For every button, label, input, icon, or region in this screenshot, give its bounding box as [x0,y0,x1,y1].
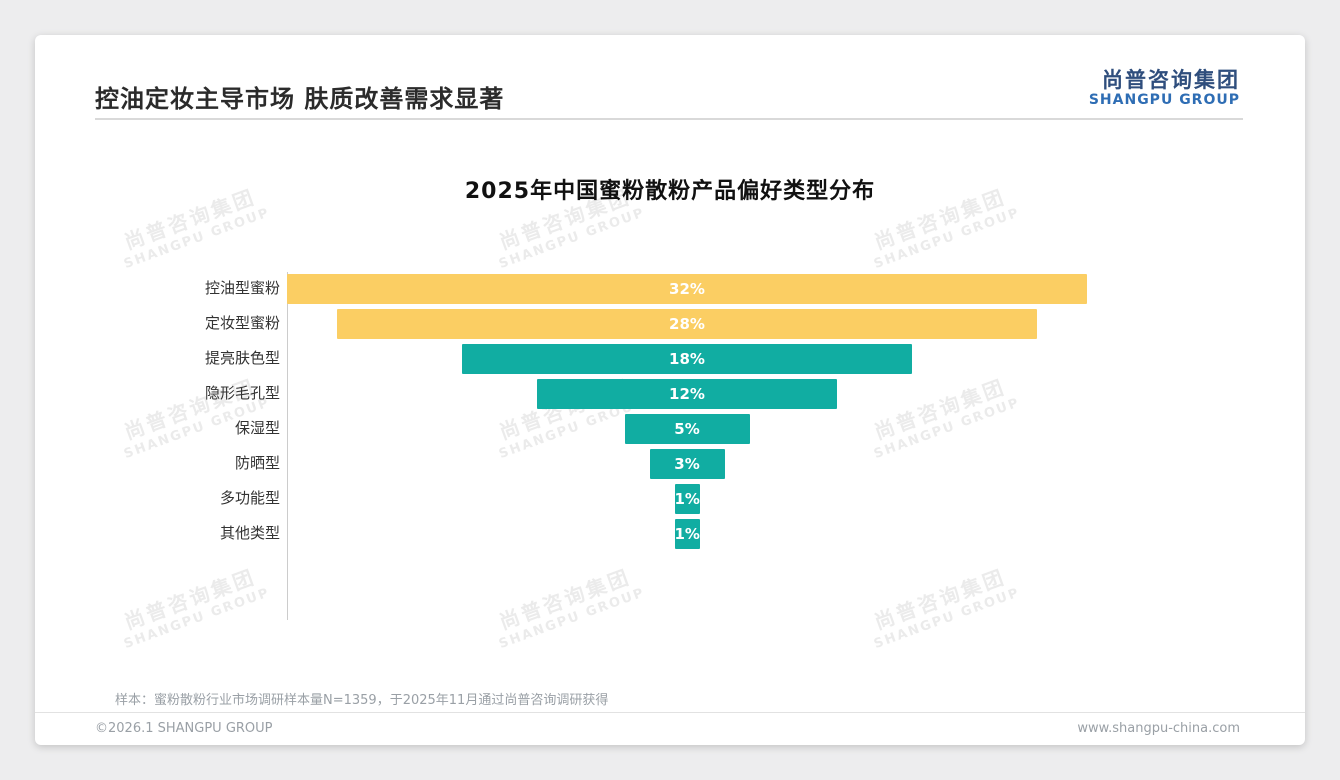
company-logo: 尚普咨询集团 SHANGPU GROUP [1089,68,1240,108]
page-title: 控油定妆主导市场 肤质改善需求显著 [95,85,505,113]
category-label: 保湿型 [234,419,280,437]
slide-card: 尚普咨询集团 SHANGPU GROUP 尚普咨询集团 SHANGPU GROUP 尚普… [35,35,1305,745]
bar: 5% [624,414,750,444]
funnel-bar-chart: 控油型蜜粉 32% 定妆型蜜粉 28% 提亮肤色型 18% 隐形毛孔型 12% 保湿型 5% 防晒型… [35,272,1305,632]
footer-divider [35,712,1305,713]
bar-value-label: 18% [669,350,705,368]
footer-website: www.shangpu-china.com [1077,721,1240,736]
bar-value-label: 32% [669,280,705,298]
bar: 1% [674,519,700,549]
bar-row: 多功能型 1% [35,482,1305,517]
chart-title: 2025年中国蜜粉散粉产品偏好类型分布 [464,179,876,204]
bar-value-label: 28% [669,315,705,333]
category-label: 提亮肤色型 [204,349,280,367]
bar-row: 定妆型蜜粉 28% [35,307,1305,342]
category-label: 定妆型蜜粉 [204,314,280,332]
bar-value-label: 5% [674,420,700,438]
bar: 1% [674,484,700,514]
bar: 12% [537,379,837,409]
bar: 18% [462,344,912,374]
logo-text-cn: 尚普咨询集团 [1102,68,1240,92]
bar-row: 提亮肤色型 18% [35,342,1305,377]
bar: 28% [337,309,1037,339]
bar-row: 隐形毛孔型 12% [35,377,1305,412]
bar-value-label: 12% [669,385,705,403]
category-label: 其他类型 [219,524,280,542]
bar-value-label: 1% [674,490,700,508]
bar-value-label: 3% [674,455,700,473]
bar-value-label: 1% [674,525,700,543]
footer-copyright: ©2026.1 SHANGPU GROUP [95,721,273,736]
bar: 32% [287,274,1087,304]
bar-row: 其他类型 1% [35,517,1305,552]
bar: 3% [649,449,725,479]
category-label: 控油型蜜粉 [204,279,280,297]
bar-row: 保湿型 5% [35,412,1305,447]
category-label: 防晒型 [234,454,280,472]
category-label: 隐形毛孔型 [204,384,280,402]
y-axis-line [287,272,288,620]
bar-row: 防晒型 3% [35,447,1305,482]
category-label: 多功能型 [219,489,280,507]
bar-row: 控油型蜜粉 32% [35,272,1305,307]
logo-text-en: SHANGPU GROUP [1088,92,1240,109]
footer: ©2026.1 SHANGPU GROUP www.shangpu-china.… [35,713,1305,745]
header-divider [95,118,1243,120]
bar-rows: 控油型蜜粉 32% 定妆型蜜粉 28% 提亮肤色型 18% 隐形毛孔型 12% 保湿型 5% 防晒型… [35,272,1305,552]
sample-note: 样本：蜜粉散粉行业市场调研样本量N=1359，于2025年11月通过尚普咨询调研… [115,693,609,708]
